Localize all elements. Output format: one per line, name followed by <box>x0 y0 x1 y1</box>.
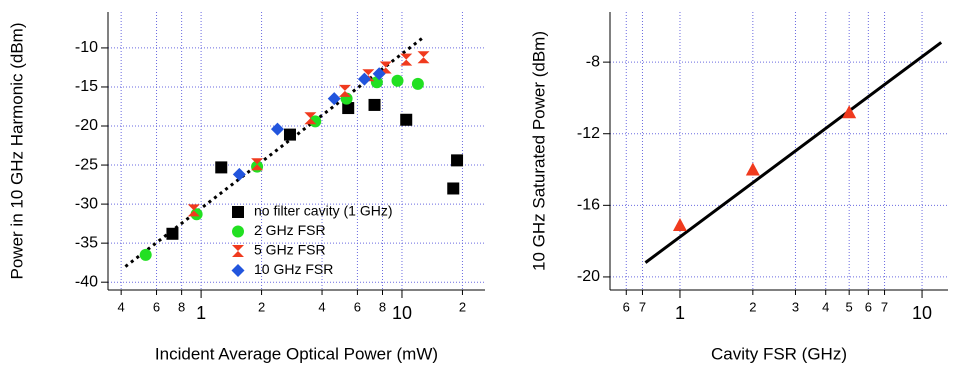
legend-label: no filter cavity (1 GHz) <box>254 203 392 219</box>
x-tick-label: 7 <box>639 299 646 314</box>
y-tick-label: -8 <box>586 53 600 70</box>
marker <box>400 53 413 66</box>
y-tick-label: -20 <box>75 117 98 134</box>
marker <box>400 113 413 126</box>
marker <box>166 227 179 240</box>
marker <box>232 167 246 181</box>
marker <box>338 84 351 97</box>
marker <box>842 105 857 119</box>
x-axis-label: Incident Average Optical Power (mW) <box>155 344 438 363</box>
marker <box>447 182 460 195</box>
y-tick-label: -25 <box>75 156 98 173</box>
marker <box>139 248 152 261</box>
legend-label: 2 GHz FSR <box>254 222 326 238</box>
x-tick-label: 2 <box>258 299 265 314</box>
legend-label: 10 GHz FSR <box>254 261 333 277</box>
marker <box>283 128 296 141</box>
marker <box>342 102 355 115</box>
x-tick-label: 2 <box>749 299 756 314</box>
marker <box>368 98 381 111</box>
x-tick-label: 4 <box>118 299 125 314</box>
y-tick-label: -40 <box>75 273 98 290</box>
y-tick-label: -15 <box>75 78 98 95</box>
fit-line <box>644 41 943 264</box>
marker <box>232 206 244 218</box>
marker <box>417 51 430 64</box>
x-tick-label: 6 <box>623 299 630 314</box>
marker <box>745 162 760 176</box>
marker <box>451 154 464 167</box>
x-tick-label: 10 <box>912 303 932 323</box>
marker <box>391 74 404 87</box>
x-axis-label: Cavity FSR (GHz) <box>711 344 847 363</box>
x-tick-label: 1 <box>196 303 206 323</box>
marker <box>251 158 264 171</box>
y-tick-label: -10 <box>75 39 98 56</box>
marker <box>232 225 244 238</box>
marker <box>187 204 200 217</box>
y-tick-label: -20 <box>577 268 600 285</box>
x-tick-label: 5 <box>846 299 853 314</box>
legend-label: 5 GHz FSR <box>254 242 326 258</box>
x-tick-label: 8 <box>379 299 386 314</box>
marker <box>309 115 322 128</box>
y-tick-label: -30 <box>75 195 98 212</box>
marker <box>372 67 386 81</box>
marker <box>672 218 687 232</box>
marker <box>232 245 244 257</box>
x-tick-label: 4 <box>318 299 325 314</box>
x-tick-label: 6 <box>865 299 872 314</box>
marker <box>231 264 245 277</box>
x-tick-label: 1 <box>675 303 685 323</box>
x-tick-label: 6 <box>354 299 361 314</box>
marker <box>215 161 228 174</box>
marker <box>327 92 341 106</box>
marker <box>270 122 284 136</box>
marker <box>357 72 371 86</box>
marker <box>411 77 424 90</box>
x-tick-label: 4 <box>822 299 829 314</box>
marker <box>379 61 392 74</box>
y-tick-label: -12 <box>577 125 600 142</box>
x-tick-label: 3 <box>792 299 799 314</box>
x-tick-label: 10 <box>392 303 412 323</box>
x-tick-label: 7 <box>881 299 888 314</box>
y-tick-label: -16 <box>577 197 600 214</box>
y-axis-label: 10 GHz Saturated Power (dBm) <box>529 31 548 271</box>
marker <box>304 112 317 125</box>
y-tick-label: -35 <box>75 234 98 251</box>
x-tick-label: 2 <box>459 299 466 314</box>
x-tick-label: 8 <box>178 299 185 314</box>
x-tick-label: 6 <box>153 299 160 314</box>
y-axis-label: Power in 10 GHz Harmonic (dBm) <box>7 23 26 280</box>
